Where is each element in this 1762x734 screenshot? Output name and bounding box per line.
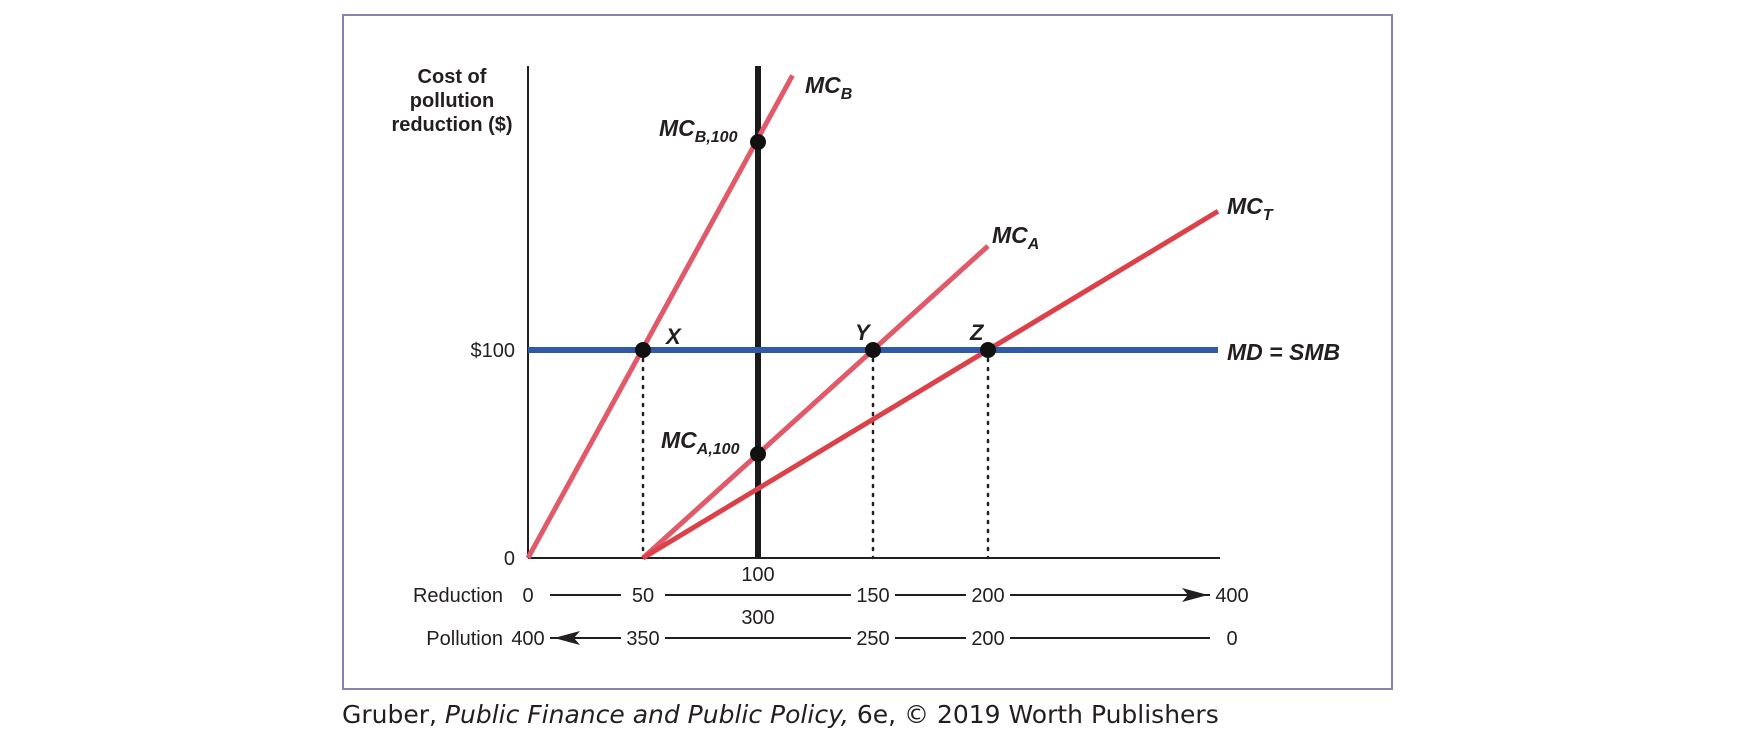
mc-a-line: [641, 244, 990, 560]
reduction-tick-label: 0: [522, 585, 533, 607]
caption-author: Gruber,: [342, 700, 445, 729]
subscript: A: [1027, 236, 1040, 253]
point-y: [865, 342, 881, 358]
subscript: T: [1263, 207, 1274, 224]
caption-rest: 6e, © 2019 Worth Publishers: [848, 700, 1219, 729]
point-label-z: Z: [969, 320, 985, 345]
caption-title: Public Finance and Public Policy,: [444, 700, 849, 729]
reduction-row-label: Reduction: [413, 585, 503, 607]
mc-a-label: MCA: [992, 222, 1039, 253]
reduction-tick-label: 150: [856, 585, 889, 607]
chart-marks: [525, 66, 1220, 561]
mc-t-line: [641, 209, 1220, 561]
y-tick-label: $100: [471, 340, 516, 362]
pollution-tick-label: 250: [856, 628, 889, 650]
point-z: [980, 342, 996, 358]
subscript: B: [841, 86, 853, 103]
point-x: [635, 342, 651, 358]
figure-caption: Gruber, Public Finance and Public Policy…: [342, 700, 1219, 729]
y-axis-title-line: pollution: [410, 90, 494, 112]
pollution-row-label: Pollution: [426, 628, 503, 650]
y-axis-title-line: reduction ($): [391, 114, 512, 136]
chart-labels: MCB MCA MCT MD = SMB X Y Z MCB,100 MCA,100: [659, 72, 1340, 458]
plot-lines: $100 0: [471, 66, 1220, 570]
pollution-tick-label: 300: [741, 607, 774, 629]
pollution-tick-label: 350: [626, 628, 659, 650]
point-label-mc-b-100: MCB,100: [659, 115, 738, 146]
point-mc-b-100: [750, 134, 766, 150]
point-label-y: Y: [855, 320, 872, 345]
reduction-tick-label: 100: [741, 564, 774, 586]
reduction-arrow: [1182, 588, 1208, 602]
figure-frame: [342, 14, 1393, 690]
y-tick-label: 0: [504, 548, 515, 570]
md-smb-label: MD = SMB: [1227, 339, 1340, 365]
pollution-tick-label: 400: [511, 628, 544, 650]
y-axis-title-line: Cost of: [418, 66, 487, 88]
mc-t-label: MCT: [1227, 193, 1274, 224]
subscript: B,100: [695, 129, 738, 146]
subscript: A,100: [696, 441, 740, 458]
reduction-tick-label: 50: [632, 585, 654, 607]
pollution-tick-label: 200: [971, 628, 1004, 650]
point-label-mc-a-100: MCA,100: [661, 427, 740, 458]
pollution-arrow: [554, 631, 580, 645]
point-label-x: X: [664, 324, 682, 349]
reduction-tick-label: 200: [971, 585, 1004, 607]
reduction-tick-label: 400: [1215, 585, 1248, 607]
mc-b-line: [525, 74, 795, 560]
point-mc-a-100: [750, 446, 766, 462]
mc-b-label: MCB: [805, 72, 852, 103]
pollution-tick-label: 0: [1226, 628, 1237, 650]
bottom-axes: Reduction 0 50 100 150 200 400 Pollution 400 350 3…: [413, 564, 1249, 650]
